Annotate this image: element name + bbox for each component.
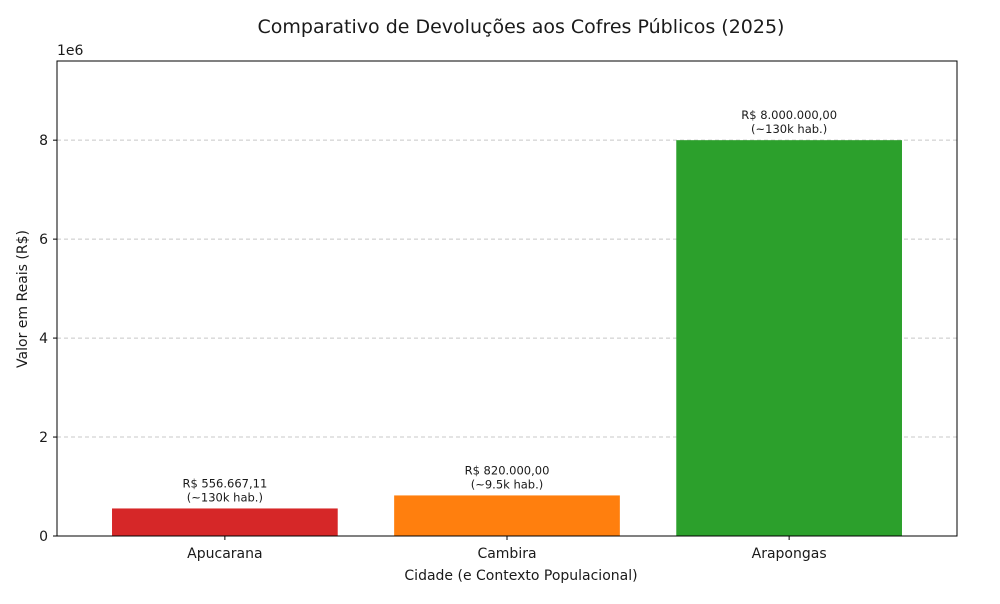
bar-labels: R$ 556.667,11(~130k hab.)R$ 820.000,00(~… [182,108,837,504]
bar-population-label: (~130k hab.) [187,490,263,504]
bar-arapongas [676,140,902,536]
y-tick-label: 4 [39,331,48,347]
y-tick-label: 0 [39,529,48,545]
y-axis-label: Valor em Reais (R$) [15,230,31,368]
y-tick-label: 6 [39,232,48,248]
bar-value-label: R$ 8.000.000,00 [741,108,837,122]
x-tick-label: Arapongas [752,546,827,562]
bar-value-label: R$ 820.000,00 [465,463,550,477]
bars [112,140,902,536]
x-axis-label: Cidade (e Contexto Populacional) [404,568,637,584]
x-axis-ticks: Apucarana Cambira Arapongas [187,536,827,562]
y-axis-ticks: 0 2 4 6 8 [39,133,57,545]
bar-value-label: R$ 556.667,11 [182,476,267,490]
x-tick-label: Apucarana [187,546,262,562]
y-offset-label: 1e6 [57,43,84,59]
y-tick-label: 2 [39,430,48,446]
bar-population-label: (~9.5k hab.) [471,477,544,491]
bar-cambira [394,495,620,536]
x-tick-label: Cambira [477,546,536,562]
bar-apucarana [112,508,338,536]
y-tick-label: 8 [39,133,48,149]
chart-title: Comparativo de Devoluções aos Cofres Púb… [258,16,785,38]
bar-population-label: (~130k hab.) [751,122,827,136]
